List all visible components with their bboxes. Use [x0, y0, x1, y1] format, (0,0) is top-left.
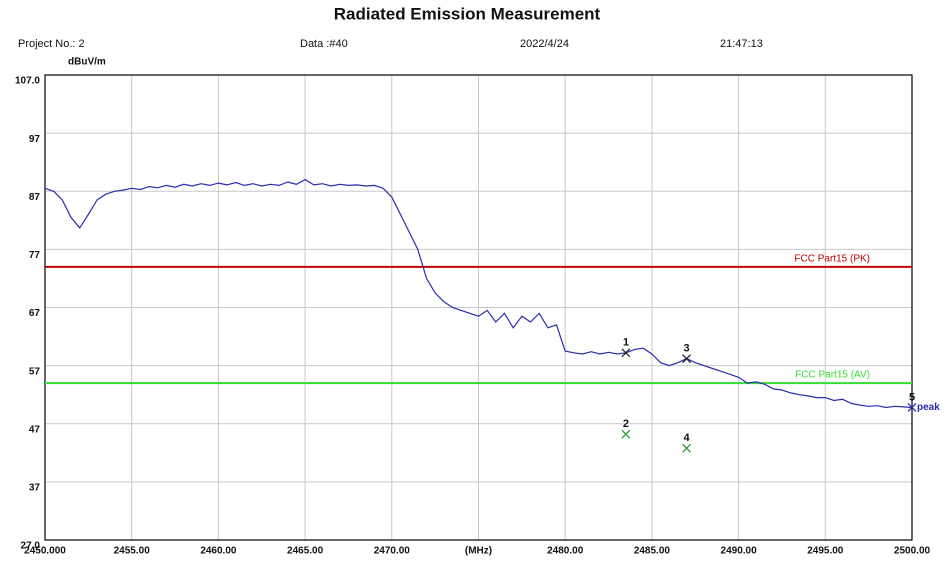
y-tick-label: 27.0 [21, 541, 41, 552]
x-tick-label: 2470.00 [374, 546, 411, 557]
marker [907, 403, 917, 412]
header-project: Project No.: 2 [18, 38, 85, 50]
y-tick-label: 107.0 [15, 76, 40, 87]
marker-label: 5 [909, 391, 915, 403]
marker [682, 354, 692, 364]
x-tick-label: (MHz) [465, 546, 492, 557]
x-tick-label: 2455.00 [114, 546, 151, 557]
annotation: peak [917, 402, 940, 413]
header-date: 2022/4/24 [520, 38, 569, 50]
marker [682, 443, 692, 453]
y-tick-label: 87 [29, 192, 41, 203]
x-tick-label: 2465.00 [287, 546, 324, 557]
header-data: Data :#40 [300, 38, 348, 50]
limit-label: FCC Part15 (PK) [794, 253, 870, 264]
marker-label: 1 [623, 337, 629, 349]
header-time: 21:47:13 [720, 38, 763, 50]
marker-label: 2 [623, 418, 629, 430]
marker [621, 429, 631, 439]
y-tick-label: 47 [29, 424, 41, 435]
x-tick-label: 2450.000 [24, 546, 66, 557]
marker-label: 4 [684, 432, 691, 444]
y-tick-label: 97 [29, 134, 41, 145]
x-tick-label: 2495.00 [807, 546, 844, 557]
x-tick-label: 2460.00 [200, 546, 237, 557]
marker [621, 348, 631, 358]
chart-title: Radiated Emission Measurement [334, 4, 601, 23]
y-tick-label: 57 [29, 366, 41, 377]
x-tick-label: 2490.00 [721, 546, 758, 557]
plot-frame [44, 74, 913, 541]
y-tick-label: 37 [29, 483, 41, 494]
x-tick-label: 2480.00 [547, 546, 584, 557]
y-tick-label: 77 [29, 250, 41, 261]
marker-label: 3 [684, 343, 690, 355]
x-tick-label: 2500.00 [894, 546, 931, 557]
y-tick-label: 67 [29, 308, 41, 319]
limit-label: FCC Part15 (AV) [795, 370, 870, 381]
y-unit: dBuV/m [68, 57, 106, 68]
trace [44, 178, 913, 409]
x-tick-label: 2485.00 [634, 546, 671, 557]
